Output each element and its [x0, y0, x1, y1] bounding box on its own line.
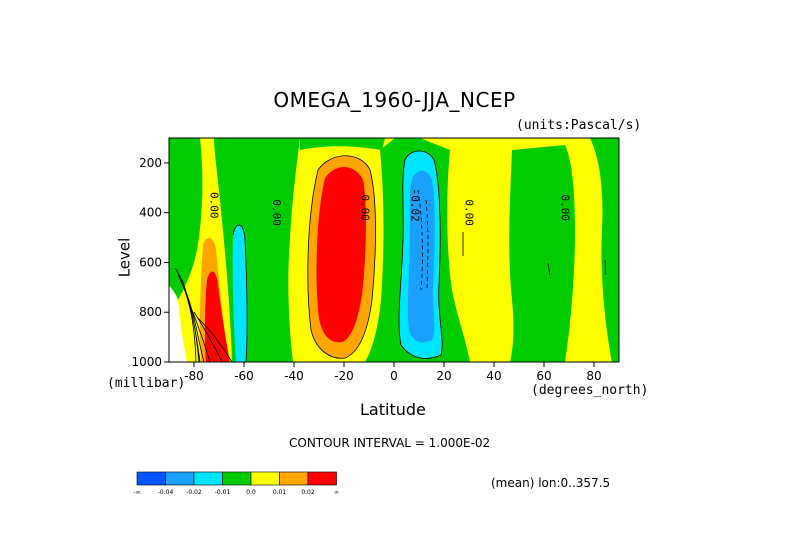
contour-lines-sh	[174, 267, 233, 362]
region-green-sh-far	[169, 138, 203, 308]
x-tick-label: 60	[536, 369, 551, 383]
y-tick-label: 600	[139, 255, 162, 269]
colorbar-label: -0.01	[215, 489, 231, 496]
mean-lon-text: (mean) lon:0..357.5	[491, 476, 611, 490]
x-tick-label: 20	[436, 369, 451, 383]
contour-labels: 0.00 0.00 0.00 -0.02 0.00 0.00	[207, 189, 571, 226]
region-green-np	[590, 138, 619, 362]
colorbar-swatch	[222, 471, 252, 486]
colorbar-swatch	[193, 471, 223, 486]
chart-title: OMEGA_1960-JJA_NCEP	[273, 88, 516, 112]
contour-label: 0.00	[462, 199, 475, 226]
colorbar-swatch	[279, 471, 309, 486]
x-axis-unit: (degrees_north)	[531, 383, 649, 398]
contour-field	[169, 138, 619, 362]
x-tick-label: 80	[586, 369, 601, 383]
x-tick-label: -60	[234, 369, 254, 383]
region-green-nh	[509, 145, 575, 362]
colorbar-swatch	[250, 471, 280, 486]
y-axis-unit: (millibar)	[107, 376, 186, 391]
axes: -80 -60 -40 -20 0 20 40 60 80 200 400 600 800 1000	[131, 156, 601, 383]
colorbar-label: 0.0	[246, 489, 256, 496]
y-tick-label: 200	[139, 156, 162, 170]
x-tick-label: -20	[334, 369, 354, 383]
colorbar-label: -0.04	[158, 489, 174, 496]
colorbar-label: 0.02	[301, 489, 315, 496]
region-blue-nh	[407, 170, 435, 343]
contour-label: -0.02	[409, 189, 422, 222]
colorbar-label: -0.02	[186, 489, 202, 496]
x-axis-label: Latitude	[360, 400, 426, 419]
colorbar-swatch	[307, 471, 337, 486]
x-tick-label: 40	[486, 369, 501, 383]
contour-label: 0.00	[270, 199, 283, 226]
contour-label: 0.00	[359, 194, 372, 221]
colorbar-label: -∞	[133, 489, 140, 496]
chart-units: (units:Pascal/s)	[516, 118, 642, 133]
region-missing	[169, 285, 187, 362]
region-red-sh	[204, 271, 230, 362]
y-tick-label: 1000	[131, 355, 162, 369]
x-tick-label: -80	[184, 369, 204, 383]
region-green-top	[300, 138, 385, 150]
region-red-core	[316, 166, 366, 343]
colorbar-swatch	[165, 471, 195, 486]
contour-interval-text: CONTOUR INTERVAL = 1.000E-02	[289, 436, 491, 450]
y-tick-label: 800	[139, 305, 162, 319]
contour-lines-core	[232, 150, 443, 362]
colorbar: -∞ -0.04 -0.02 -0.01 0.0 0.01 0.02 ∞	[133, 471, 339, 496]
x-tick-label: 0	[390, 369, 398, 383]
contour-lines-minor	[462, 232, 607, 276]
y-tick-label: 400	[139, 206, 162, 220]
colorbar-label: ∞	[334, 489, 339, 496]
contour-label: 0.00	[559, 194, 572, 221]
contour-lines-dashed	[417, 189, 429, 291]
region-cyan-sh	[232, 224, 248, 362]
contour-label: 0.00	[207, 192, 220, 219]
colorbar-swatch	[136, 471, 166, 486]
colorbar-label: 0.01	[273, 489, 287, 496]
x-tick-label: -40	[284, 369, 304, 383]
